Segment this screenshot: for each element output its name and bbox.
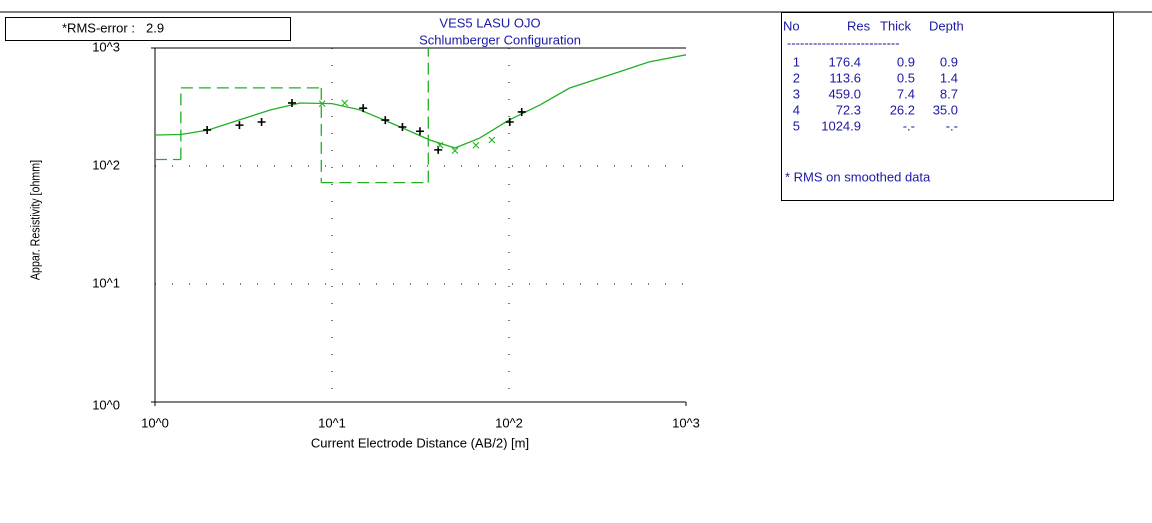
table-cell: 26.2 — [890, 102, 915, 117]
observed-point — [517, 107, 526, 116]
observed-point — [287, 98, 296, 107]
observed-point — [505, 117, 514, 126]
table-cell: 1 — [793, 54, 800, 69]
plot: 10^0 10^1 10^2 10^3 10^0 10^1 10^2 10^3 — [92, 39, 700, 430]
rms-value: 2.9 — [146, 20, 164, 35]
table-header: Depth — [929, 18, 964, 33]
model-curve — [155, 54, 686, 149]
table-cell: 459.0 — [828, 86, 861, 101]
table-cell: 1024.9 — [821, 118, 861, 133]
table-cell: 4 — [793, 102, 800, 117]
table-separator: -------------------------- — [787, 35, 900, 50]
rms-label: *RMS-error : — [62, 20, 135, 35]
observed-point — [359, 104, 368, 113]
y-axis-label: Appar. Resistivity [ohmm] — [27, 160, 42, 280]
y-tick-label: 10^0 — [92, 397, 120, 412]
chart-title: VES5 LASU OJO — [439, 15, 540, 30]
smoothed-point — [436, 141, 444, 149]
table-header: Res — [847, 18, 871, 33]
table-header: Thick — [880, 18, 912, 33]
table-cell: 1.4 — [940, 70, 958, 85]
x-tick-label: 10^3 — [672, 415, 700, 430]
smoothed-point — [318, 100, 326, 107]
table-header: No — [783, 18, 800, 33]
table-note: * RMS on smoothed data — [785, 169, 931, 184]
table-cell: -.- — [903, 118, 915, 133]
table-cell: 113.6 — [829, 70, 861, 85]
x-axis-label: Current Electrode Distance (AB/2) [m] — [311, 435, 529, 450]
table-cell: 35.0 — [933, 102, 958, 117]
y-tick-label: 10^2 — [92, 157, 120, 172]
observed-point — [257, 117, 266, 126]
observed-point — [203, 125, 212, 134]
y-tick-label: 10^1 — [92, 275, 120, 290]
observed-point — [381, 116, 390, 125]
x-tick-label: 10^2 — [495, 415, 523, 430]
table-cell: 2 — [793, 70, 800, 85]
table-cell: 0.9 — [940, 54, 958, 69]
rms-box — [5, 17, 291, 41]
table-cell: 0.5 — [897, 70, 915, 85]
table-box — [781, 12, 1114, 201]
smoothed-point — [488, 136, 496, 144]
observed-point — [398, 123, 407, 132]
observed-point — [235, 121, 244, 130]
smoothed-point — [341, 99, 349, 107]
table-cell: 8.7 — [940, 86, 958, 101]
x-tick-label: 10^1 — [318, 415, 346, 430]
chart-subtitle: Schlumberger Configuration — [419, 32, 581, 47]
table-cell: 3 — [793, 86, 800, 101]
y-tick-label: 10^3 — [92, 39, 120, 54]
table-cell: 176.4 — [828, 54, 861, 69]
table-cell: 5 — [793, 118, 800, 133]
smoothed-point — [472, 141, 480, 149]
table-cell: 0.9 — [897, 54, 915, 69]
table-cell: 72.3 — [836, 102, 861, 117]
plot-area — [155, 48, 686, 184]
x-tick-label: 10^0 — [141, 415, 169, 430]
table-cell: -.- — [946, 118, 958, 133]
table-cell: 7.4 — [897, 86, 915, 101]
smoothed-point — [451, 147, 459, 155]
observed-point — [415, 127, 424, 136]
table: No Res Thick Depth -------------------------… — [783, 18, 964, 184]
